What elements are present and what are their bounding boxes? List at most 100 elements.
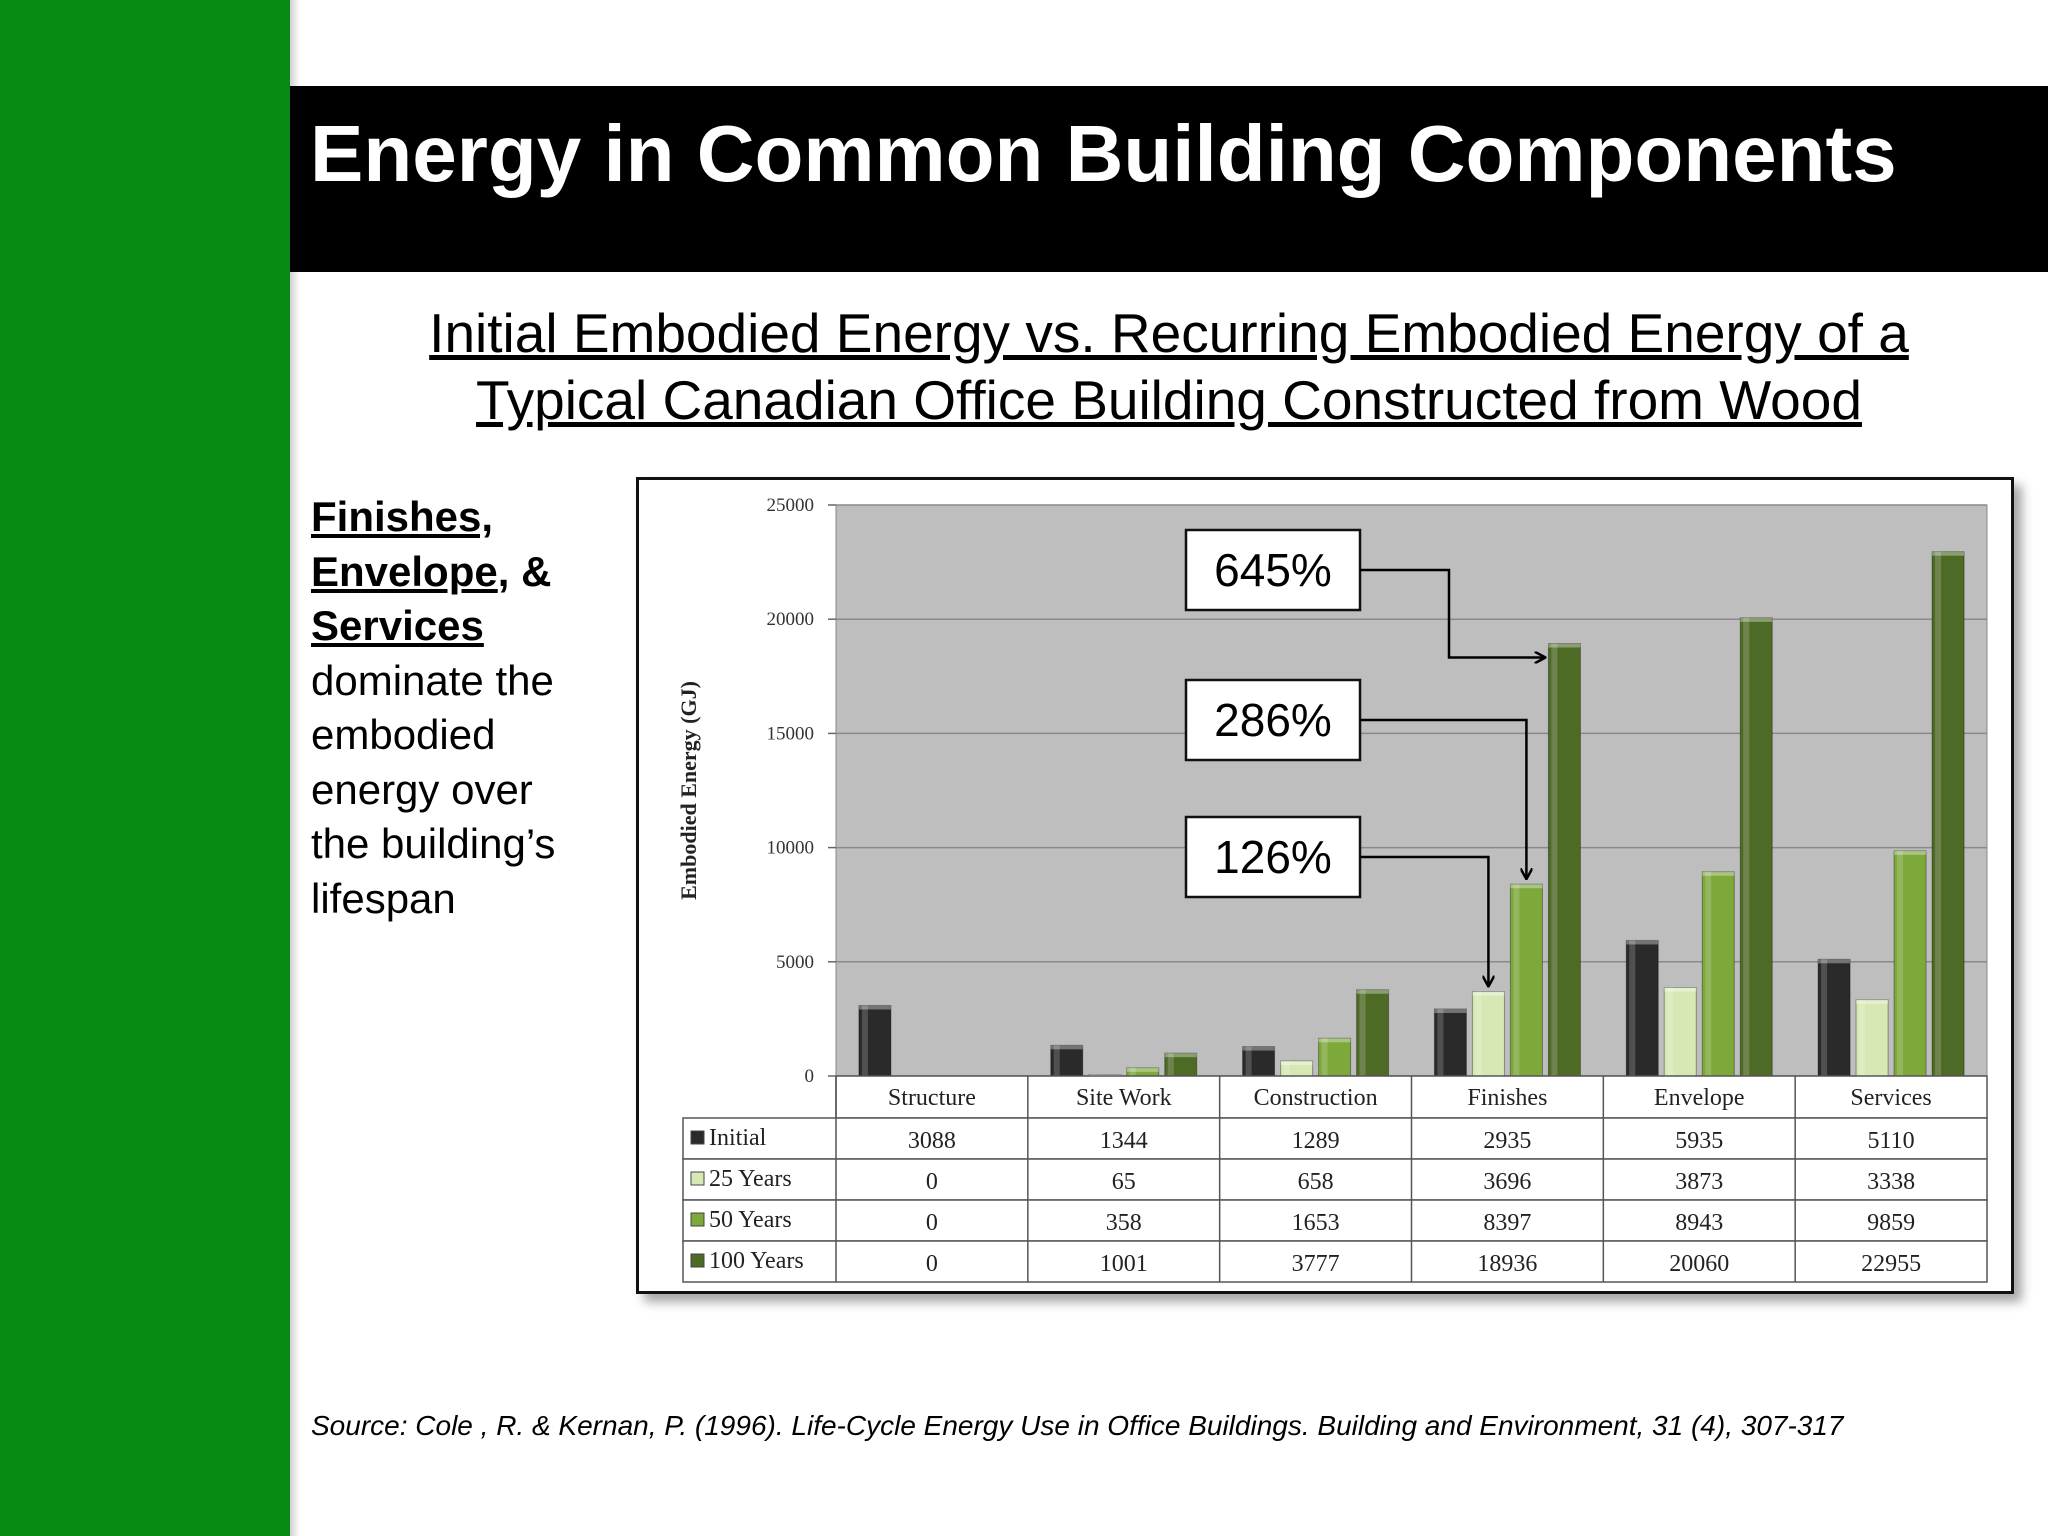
bar-highlight xyxy=(1053,1045,1060,1076)
bar-top xyxy=(1702,871,1735,876)
bar-top xyxy=(1434,1008,1467,1013)
title-band: Energy in Common Building Components xyxy=(290,86,2048,272)
bar-highlight xyxy=(1667,987,1674,1076)
category-label: Construction xyxy=(1254,1085,1378,1111)
category-label: Structure xyxy=(888,1085,976,1111)
data-label: 358 xyxy=(1106,1210,1142,1236)
callout-label: 126% xyxy=(1214,831,1332,883)
data-label: 65 xyxy=(1112,1169,1136,1195)
category-label: Envelope xyxy=(1654,1085,1745,1111)
sidebar-shadow xyxy=(290,0,300,1536)
legend-swatch xyxy=(690,1171,705,1186)
callout-box xyxy=(1184,678,1362,762)
bar-highlight xyxy=(861,1005,868,1076)
embodied-energy-chart: 0 5000 10000 15000 20000 25000 Embodied Energy… xyxy=(676,495,1988,1283)
data-label: 3777 xyxy=(1292,1251,1340,1277)
subtitle-line-2: Typical Canadian Office Building Constru… xyxy=(476,369,1862,431)
bar-top xyxy=(1242,1046,1275,1051)
source-citation: Source: Cole , R. & Kernan, P. (1996). L… xyxy=(311,1410,1844,1441)
category-label: Finishes xyxy=(1467,1085,1547,1111)
bar-top xyxy=(1932,551,1965,556)
bar-highlight xyxy=(1821,959,1828,1076)
side-note: Finishes, Envelope, & Services dominate … xyxy=(311,490,601,926)
callout-arrow xyxy=(1360,855,1488,986)
data-label: 5935 xyxy=(1675,1128,1723,1154)
data-label: 8943 xyxy=(1675,1210,1723,1236)
table-row xyxy=(682,1199,1988,1242)
bar-top xyxy=(1050,1045,1083,1050)
bar-top xyxy=(1280,1060,1313,1065)
callout-label: 286% xyxy=(1214,694,1332,746)
chart-subtitle: Initial Embodied Energy vs. Recurring Em… xyxy=(290,300,2048,434)
data-label: 1653 xyxy=(1292,1210,1340,1236)
bar-envelope-3 xyxy=(1739,617,1773,1077)
bar-top xyxy=(1318,1038,1351,1043)
category-label: Services xyxy=(1850,1085,1931,1111)
data-label: 22955 xyxy=(1861,1251,1921,1277)
plot-area xyxy=(835,504,1988,1077)
bar-top xyxy=(1356,989,1389,994)
chart-frame: 0 5000 10000 15000 20000 25000 Embodied Energy… xyxy=(636,477,2014,1294)
bar-top xyxy=(1818,959,1851,964)
bar-services-1 xyxy=(1855,999,1889,1077)
y-tick-label: 0 xyxy=(805,1066,815,1087)
legend-label: 50 Years xyxy=(709,1207,792,1233)
y-tick-label: 25000 xyxy=(767,495,815,516)
y-tick-label: 10000 xyxy=(767,838,815,859)
bar-highlight xyxy=(1897,850,1904,1076)
bar-top xyxy=(1856,999,1889,1004)
data-label: 3088 xyxy=(908,1128,956,1154)
slide-title: Energy in Common Building Components xyxy=(310,109,1897,198)
bar-top xyxy=(1472,991,1505,996)
data-label: 0 xyxy=(926,1210,938,1236)
bar-highlight xyxy=(1705,871,1712,1076)
bar-top xyxy=(858,1005,891,1010)
bar-construction-0 xyxy=(1242,1046,1276,1077)
side-note-envelope: Envelope xyxy=(311,547,498,595)
legend-swatch xyxy=(690,1253,705,1268)
bar-finishes-1 xyxy=(1471,991,1505,1077)
bar-envelope-0 xyxy=(1625,939,1659,1077)
bar-services-0 xyxy=(1817,958,1851,1077)
legend-swatch xyxy=(690,1212,705,1227)
data-label: 5110 xyxy=(1868,1128,1915,1154)
data-label: 3873 xyxy=(1675,1169,1723,1195)
bar-highlight xyxy=(1321,1038,1328,1076)
bar-finishes-3 xyxy=(1547,643,1581,1077)
callout-box xyxy=(1184,528,1362,612)
data-label: 3696 xyxy=(1483,1169,1531,1195)
data-label: 8397 xyxy=(1483,1210,1531,1236)
bar-highlight xyxy=(1629,940,1636,1076)
bar-highlight xyxy=(1475,991,1482,1076)
bar-highlight xyxy=(1129,1067,1136,1076)
sidebar-accent xyxy=(0,0,290,1536)
data-label: 1289 xyxy=(1292,1128,1340,1154)
data-label: 20060 xyxy=(1669,1251,1729,1277)
y-axis-label: Embodied Energy (GJ) xyxy=(676,681,701,900)
bar-finishes-0 xyxy=(1433,1008,1467,1077)
category-label: Site Work xyxy=(1076,1085,1172,1111)
bar-construction-2 xyxy=(1318,1037,1352,1077)
table-row xyxy=(682,1158,1988,1201)
bar-highlight xyxy=(1743,617,1750,1076)
data-label: 1344 xyxy=(1100,1128,1148,1154)
bar-top xyxy=(1626,940,1659,945)
bar-services-2 xyxy=(1893,850,1927,1077)
bar-top xyxy=(1126,1067,1159,1072)
bar-highlight xyxy=(1551,643,1558,1076)
legend-swatch xyxy=(690,1130,705,1145)
bar-top xyxy=(1894,850,1927,855)
bar-highlight xyxy=(1167,1053,1174,1076)
bar-site-work-0 xyxy=(1050,1044,1084,1077)
bar-top xyxy=(1740,617,1773,622)
bar-highlight xyxy=(1859,999,1866,1076)
data-label: 0 xyxy=(926,1169,938,1195)
callout-arrow xyxy=(1360,568,1544,658)
bar-highlight xyxy=(1245,1046,1252,1076)
side-note-body: dominate the embodied energy over the bu… xyxy=(311,656,556,922)
data-label: 18936 xyxy=(1477,1251,1537,1277)
legend-label: 25 Years xyxy=(709,1166,792,1192)
data-label: 3338 xyxy=(1867,1169,1915,1195)
bar-top xyxy=(1164,1053,1197,1058)
side-note-services: Services xyxy=(311,602,484,649)
